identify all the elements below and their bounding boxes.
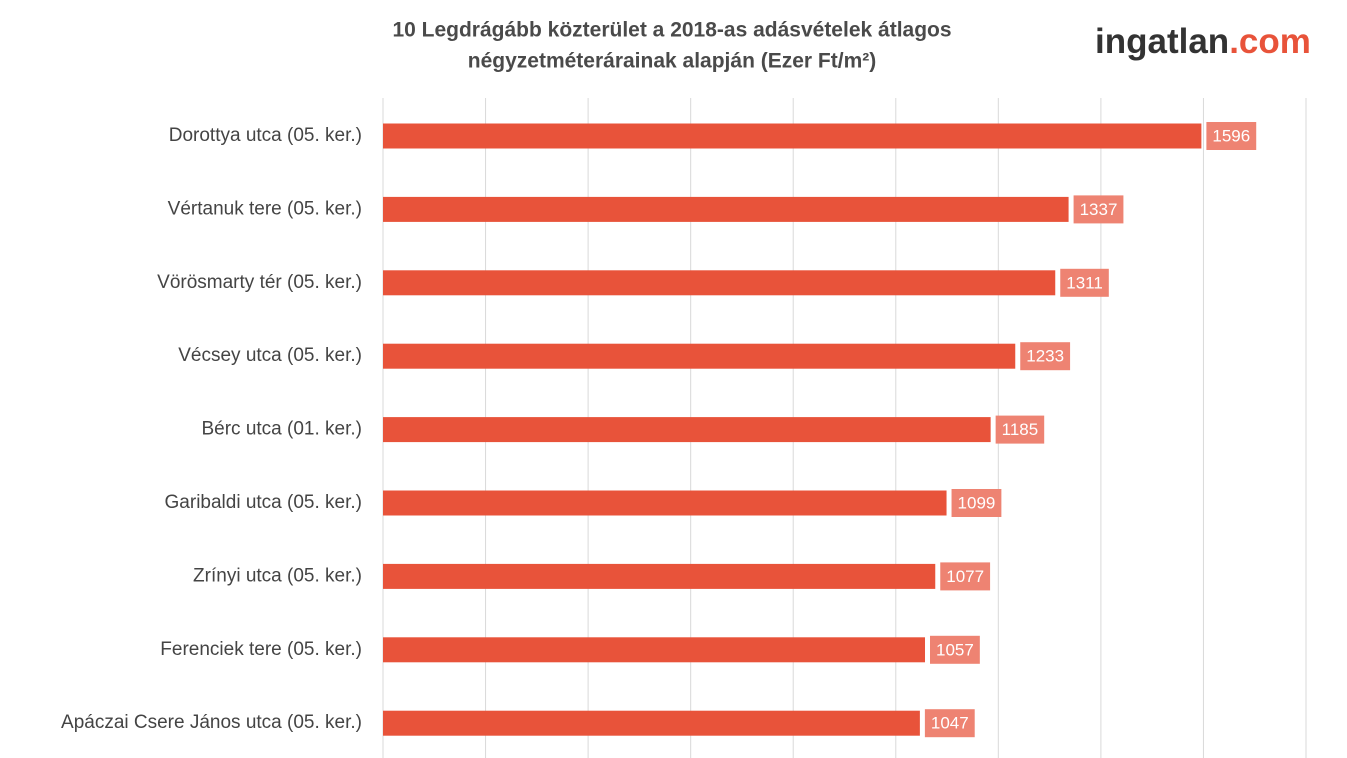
value-label: 1233 — [1026, 347, 1064, 366]
chart-title: 10 Legdrágább közterület a 2018-as adásv… — [392, 19, 951, 42]
logo-text: ingatlan — [1095, 22, 1229, 61]
value-label-box — [995, 415, 1045, 444]
bar — [383, 710, 920, 736]
y-tick-label: Garibaldi utca (05. ker.) — [165, 492, 362, 513]
value-label-box — [930, 635, 980, 664]
value-label: 1185 — [1002, 420, 1039, 439]
y-tick-label: Zrínyi utca (05. ker.) — [193, 565, 362, 586]
bar — [383, 196, 1069, 222]
y-tick-label: Ferenciek tere (05. ker.) — [160, 639, 362, 660]
value-label-box — [940, 562, 991, 591]
bar — [383, 343, 1016, 369]
value-label: 1099 — [958, 493, 996, 512]
bar — [383, 563, 936, 589]
value-label: 1311 — [1066, 273, 1103, 292]
y-tick-label: Vértanuk tere (05. ker.) — [168, 198, 362, 219]
value-label-box — [951, 489, 1002, 517]
y-tick-label: Dorottya utca (05. ker.) — [169, 125, 362, 146]
bar — [383, 637, 926, 663]
value-label-box — [1206, 122, 1257, 150]
y-tick-label: Vörösmarty tér (05. ker.) — [157, 272, 362, 293]
logo: ingatlan.com — [1095, 22, 1311, 61]
value-label-box — [1073, 195, 1124, 224]
value-label: 1596 — [1212, 126, 1250, 145]
bar — [383, 490, 947, 516]
value-label-box — [1020, 342, 1071, 371]
y-tick-label: Vécsey utca (05. ker.) — [178, 345, 362, 366]
value-label: 1057 — [936, 640, 974, 659]
value-label: 1337 — [1080, 200, 1118, 219]
value-label-box — [1060, 268, 1109, 297]
bar — [383, 417, 991, 443]
chart-title: négyzetméterárainak alapján (Ezer Ft/m²) — [468, 50, 876, 73]
value-label-box — [924, 709, 975, 738]
y-tick-label: Bérc utca (01. ker.) — [201, 419, 362, 440]
bar — [383, 123, 1202, 149]
value-label: 1077 — [946, 567, 984, 586]
bar — [383, 270, 1056, 296]
logo-text: .com — [1229, 22, 1311, 61]
y-tick-label: Apáczai Csere János utca (05. ker.) — [61, 712, 362, 733]
value-label: 1047 — [931, 714, 969, 733]
